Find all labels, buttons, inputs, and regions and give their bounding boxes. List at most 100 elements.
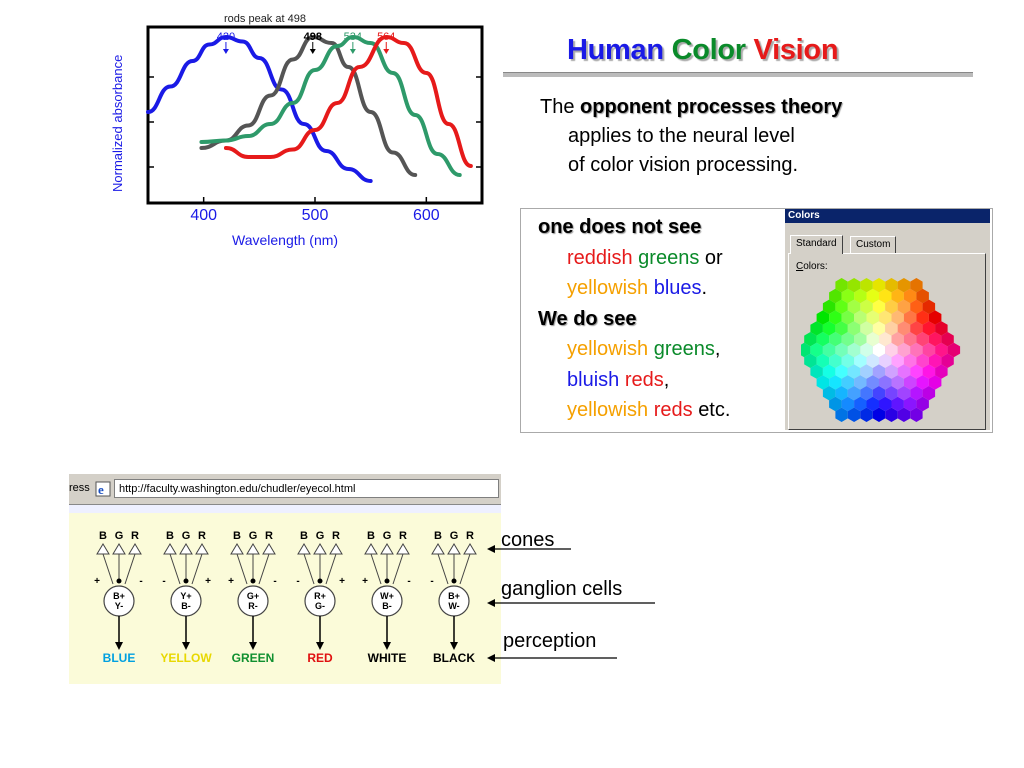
color-swatch[interactable] bbox=[835, 299, 848, 314]
color-swatch[interactable] bbox=[910, 364, 923, 379]
color-swatch[interactable] bbox=[835, 342, 848, 358]
color-swatch[interactable] bbox=[829, 332, 842, 347]
color-swatch[interactable] bbox=[916, 375, 929, 390]
color-swatch[interactable] bbox=[866, 353, 880, 368]
color-swatch[interactable] bbox=[854, 332, 867, 347]
color-swatch[interactable] bbox=[922, 386, 936, 401]
color-swatch[interactable] bbox=[897, 342, 911, 358]
color-swatch[interactable] bbox=[860, 364, 873, 379]
color-swatch[interactable] bbox=[916, 353, 929, 368]
color-swatch[interactable] bbox=[866, 332, 880, 347]
color-swatch[interactable] bbox=[891, 288, 904, 304]
color-swatch[interactable] bbox=[879, 353, 892, 368]
color-swatch[interactable] bbox=[860, 321, 873, 336]
color-swatch[interactable] bbox=[841, 353, 855, 368]
color-swatch[interactable] bbox=[835, 364, 848, 379]
color-swatch[interactable] bbox=[816, 375, 830, 390]
color-swatch[interactable] bbox=[903, 310, 917, 325]
color-swatch[interactable] bbox=[810, 342, 823, 358]
color-swatch[interactable] bbox=[897, 299, 911, 314]
color-swatch[interactable] bbox=[897, 321, 911, 336]
color-swatch[interactable] bbox=[866, 375, 880, 390]
color-swatch[interactable] bbox=[872, 364, 886, 379]
color-swatch[interactable] bbox=[822, 321, 836, 336]
color-swatch[interactable] bbox=[841, 396, 855, 412]
color-swatch[interactable] bbox=[910, 321, 923, 336]
color-swatch[interactable] bbox=[941, 332, 954, 347]
color-swatch[interactable] bbox=[854, 375, 867, 390]
color-swatch[interactable] bbox=[872, 299, 886, 314]
color-swatch[interactable] bbox=[891, 396, 904, 412]
color-swatch[interactable] bbox=[872, 342, 886, 358]
color-swatch[interactable] bbox=[860, 342, 873, 358]
color-swatch[interactable] bbox=[822, 342, 836, 358]
color-swatch[interactable] bbox=[835, 321, 848, 336]
color-swatch[interactable] bbox=[928, 353, 942, 368]
color-swatch[interactable] bbox=[810, 321, 823, 336]
color-swatch[interactable] bbox=[879, 375, 892, 390]
color-swatch[interactable] bbox=[835, 407, 848, 422]
color-swatch[interactable] bbox=[885, 321, 898, 336]
color-swatch[interactable] bbox=[910, 342, 923, 358]
color-swatch[interactable] bbox=[885, 342, 898, 358]
color-swatch[interactable] bbox=[866, 288, 880, 304]
color-swatch[interactable] bbox=[897, 364, 911, 379]
color-swatch[interactable] bbox=[922, 364, 936, 379]
color-swatch[interactable] bbox=[822, 364, 836, 379]
color-swatch[interactable] bbox=[847, 321, 861, 336]
color-swatch[interactable] bbox=[885, 407, 898, 422]
color-swatch[interactable] bbox=[885, 364, 898, 379]
color-swatch[interactable] bbox=[829, 310, 842, 325]
color-swatch[interactable] bbox=[829, 288, 842, 304]
color-swatch[interactable] bbox=[860, 278, 873, 293]
color-swatch[interactable] bbox=[872, 407, 886, 422]
color-swatch[interactable] bbox=[916, 310, 929, 325]
color-swatch[interactable] bbox=[841, 288, 855, 304]
color-swatch[interactable] bbox=[801, 342, 811, 358]
url-field[interactable]: http://faculty.washington.edu/chudler/ey… bbox=[114, 479, 499, 498]
color-swatch[interactable] bbox=[916, 288, 929, 304]
color-swatch[interactable] bbox=[841, 375, 855, 390]
color-swatch[interactable] bbox=[816, 310, 830, 325]
color-swatch[interactable] bbox=[835, 278, 848, 293]
color-swatch[interactable] bbox=[885, 278, 898, 293]
color-swatch[interactable] bbox=[910, 407, 923, 422]
color-swatch[interactable] bbox=[885, 299, 898, 314]
color-swatch[interactable] bbox=[879, 288, 892, 304]
color-swatch[interactable] bbox=[897, 278, 911, 293]
color-swatch[interactable] bbox=[935, 321, 948, 336]
color-swatch[interactable] bbox=[847, 278, 861, 293]
color-swatch[interactable] bbox=[847, 407, 861, 422]
color-swatch[interactable] bbox=[847, 342, 861, 358]
color-swatch[interactable] bbox=[860, 386, 873, 401]
color-swatch[interactable] bbox=[847, 299, 861, 314]
color-swatch[interactable] bbox=[891, 353, 904, 368]
color-swatch[interactable] bbox=[829, 375, 842, 390]
color-swatch[interactable] bbox=[804, 332, 817, 347]
color-swatch[interactable] bbox=[903, 353, 917, 368]
color-swatch[interactable] bbox=[841, 310, 855, 325]
color-swatch[interactable] bbox=[916, 396, 929, 412]
color-swatch[interactable] bbox=[879, 396, 892, 412]
color-swatch[interactable] bbox=[910, 299, 923, 314]
color-swatch[interactable] bbox=[835, 386, 848, 401]
color-swatch[interactable] bbox=[935, 364, 948, 379]
color-swatch[interactable] bbox=[928, 310, 942, 325]
color-swatch[interactable] bbox=[910, 278, 923, 293]
color-swatch[interactable] bbox=[860, 299, 873, 314]
color-swatch[interactable] bbox=[885, 386, 898, 401]
color-hex-palette[interactable] bbox=[801, 275, 981, 425]
color-swatch[interactable] bbox=[891, 332, 904, 347]
color-swatch[interactable] bbox=[854, 310, 867, 325]
tab-standard[interactable]: Standard bbox=[790, 235, 843, 254]
color-swatch[interactable] bbox=[829, 353, 842, 368]
color-swatch[interactable] bbox=[922, 342, 936, 358]
color-swatch[interactable] bbox=[879, 332, 892, 347]
color-swatch[interactable] bbox=[860, 407, 873, 422]
color-swatch[interactable] bbox=[891, 310, 904, 325]
color-swatch[interactable] bbox=[922, 299, 936, 314]
color-swatch[interactable] bbox=[922, 321, 936, 336]
color-swatch[interactable] bbox=[903, 288, 917, 304]
color-swatch[interactable] bbox=[872, 321, 886, 336]
color-swatch[interactable] bbox=[928, 375, 942, 390]
